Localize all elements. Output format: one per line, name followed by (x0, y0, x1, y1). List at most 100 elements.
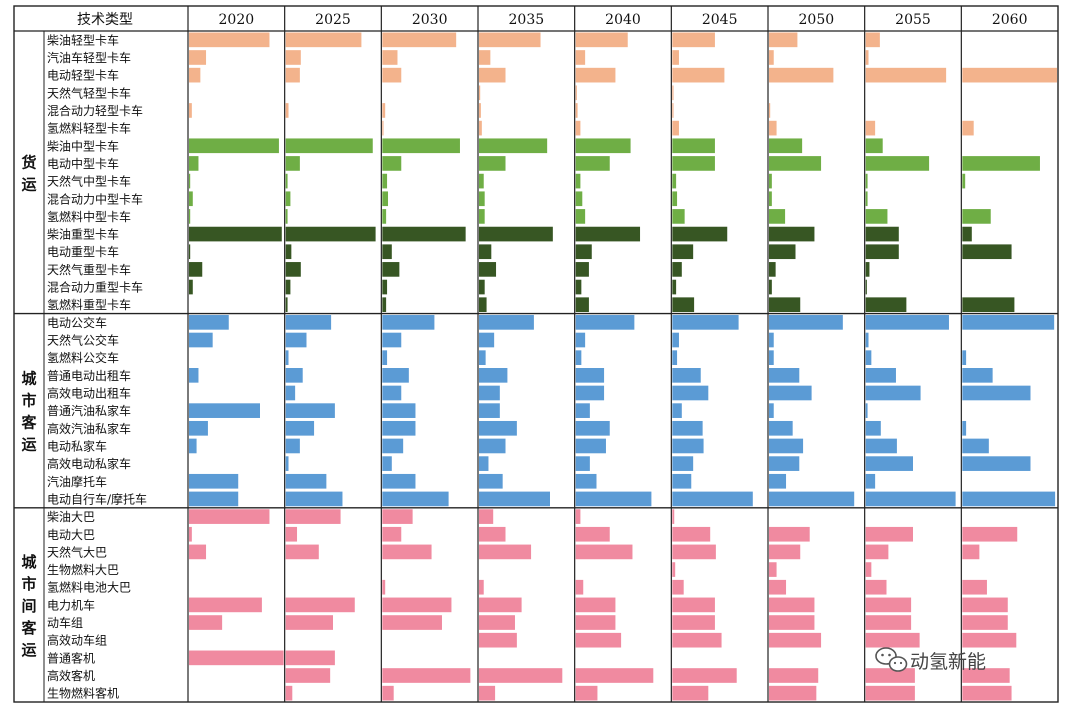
bar (382, 491, 449, 507)
bar (575, 420, 610, 436)
bar (865, 473, 876, 489)
row-label: 柴油轻型卡车 (47, 32, 119, 47)
bar (285, 262, 301, 277)
bar (285, 456, 289, 471)
bar (769, 120, 777, 136)
bar (479, 209, 485, 224)
group-label-2-char-0: 城 (21, 553, 36, 571)
bar (479, 509, 494, 524)
bar (672, 120, 679, 136)
bar (865, 279, 867, 295)
bar (382, 156, 402, 171)
bar (672, 209, 685, 224)
bar (382, 456, 392, 471)
bar (479, 544, 532, 560)
bar (479, 138, 548, 154)
bar (865, 544, 889, 560)
bar (189, 156, 199, 171)
bar (382, 244, 392, 260)
bar (769, 473, 787, 489)
bar (479, 173, 484, 189)
bar (769, 138, 803, 154)
bar (672, 103, 674, 118)
bar (285, 297, 288, 313)
bar (962, 173, 966, 189)
bar (285, 244, 292, 260)
bar (769, 438, 804, 454)
bar (962, 544, 980, 560)
group-label-1-char-2: 客 (20, 414, 37, 432)
bar (575, 315, 635, 330)
bar (575, 632, 622, 648)
bar (769, 244, 796, 260)
row-label: 柴油重型卡车 (47, 227, 119, 242)
bar (575, 456, 590, 471)
bar (865, 262, 870, 277)
row-label: 氢燃料电池大巴 (47, 580, 131, 595)
row-label: 天然气大巴 (47, 544, 107, 559)
bar (672, 668, 737, 683)
bar (575, 403, 590, 418)
bar (962, 491, 1056, 507)
group-label-1-char-1: 市 (21, 392, 36, 410)
bar (672, 315, 739, 330)
bar (382, 544, 432, 560)
group-label-2-char-4: 运 (21, 641, 36, 659)
bar (189, 420, 208, 436)
row-label: 混合动力轻型卡车 (47, 103, 143, 118)
bar (382, 191, 389, 207)
year-header-2060: 2060 (992, 12, 1028, 28)
row-label: 氢燃料中型卡车 (47, 209, 131, 224)
bar (479, 403, 500, 418)
row-label: 电动私家车 (47, 438, 107, 453)
bar (479, 597, 522, 613)
bar (575, 244, 592, 260)
bar (575, 191, 583, 207)
bar (575, 279, 582, 295)
bar (285, 67, 300, 83)
bar (382, 332, 402, 348)
wechat-icon (875, 647, 908, 672)
bar (962, 385, 1031, 401)
bar (575, 156, 610, 171)
bar (382, 209, 387, 224)
bar (865, 350, 872, 365)
bar (672, 67, 725, 83)
year-header-2025: 2025 (315, 12, 351, 28)
bar (382, 50, 398, 65)
bar (865, 385, 921, 401)
bar (672, 332, 679, 348)
bar (962, 526, 1018, 542)
row-label: 氢燃料轻型卡车 (47, 121, 131, 136)
bar (769, 456, 800, 471)
bar (285, 103, 289, 118)
bar (672, 173, 677, 189)
bar (382, 509, 413, 524)
bar (479, 526, 506, 542)
bar (865, 632, 920, 648)
bar (189, 315, 229, 330)
row-label: 电动大巴 (47, 528, 95, 542)
bar (865, 191, 868, 207)
bar (769, 50, 774, 65)
bar (285, 32, 362, 48)
bar (575, 473, 597, 489)
bar (865, 120, 876, 136)
bar (769, 491, 855, 507)
bar (769, 668, 819, 683)
bar (672, 562, 676, 577)
bar (672, 632, 722, 648)
bar (189, 615, 223, 630)
bar (575, 544, 633, 560)
bar (575, 85, 577, 101)
bar (285, 385, 296, 401)
group-label-1-char-0: 城 (21, 370, 36, 388)
row-label: 氢燃料重型卡车 (47, 297, 131, 312)
bar (575, 509, 581, 524)
bar (479, 685, 496, 701)
bar (769, 32, 798, 48)
bar (479, 368, 508, 383)
bar (962, 615, 1008, 630)
bar (189, 50, 207, 65)
bar (189, 32, 270, 48)
